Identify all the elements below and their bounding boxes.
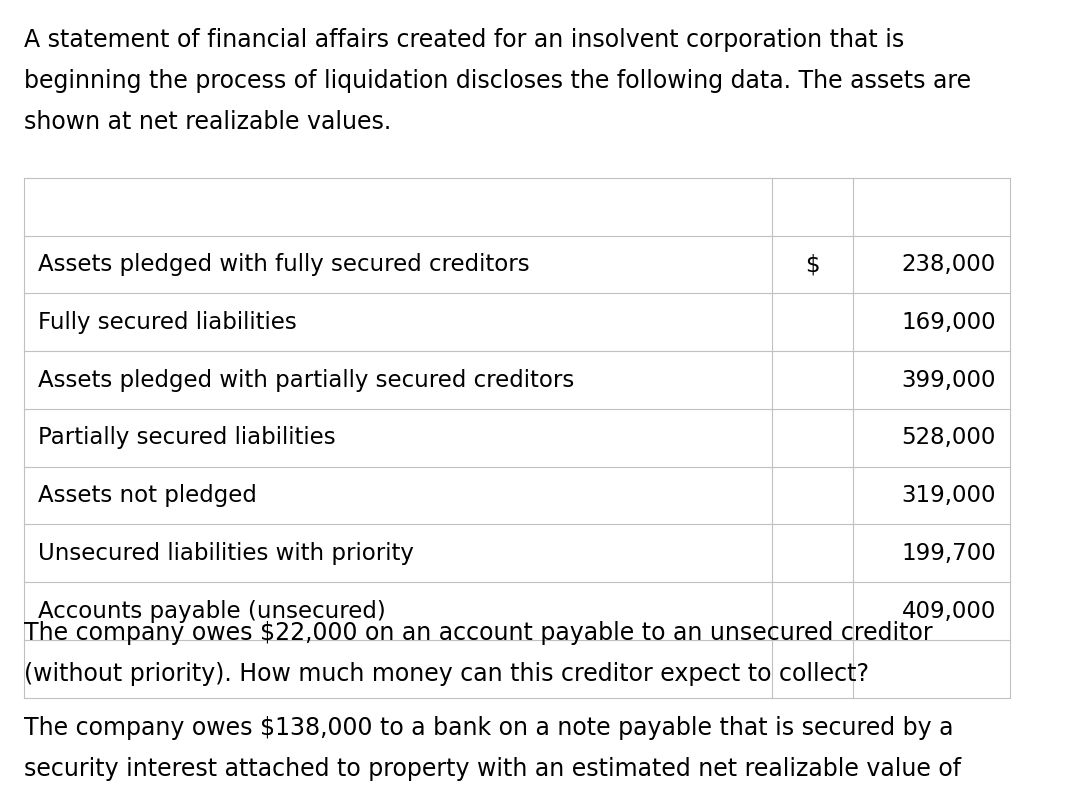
- Text: 169,000: 169,000: [901, 311, 996, 334]
- Text: Partially secured liabilities: Partially secured liabilities: [38, 426, 336, 449]
- Text: 409,000: 409,000: [902, 600, 996, 623]
- Text: shown at net realizable values.: shown at net realizable values.: [24, 110, 391, 134]
- Text: 199,700: 199,700: [901, 542, 996, 565]
- Text: Assets not pledged: Assets not pledged: [38, 484, 257, 507]
- Text: Accounts payable (unsecured): Accounts payable (unsecured): [38, 600, 386, 623]
- Text: Assets pledged with partially secured creditors: Assets pledged with partially secured cr…: [38, 369, 575, 392]
- Text: Assets pledged with fully secured creditors: Assets pledged with fully secured credit…: [38, 253, 529, 276]
- Text: 319,000: 319,000: [901, 484, 996, 507]
- Text: The company owes $22,000 on an account payable to an unsecured creditor: The company owes $22,000 on an account p…: [24, 621, 932, 645]
- Text: 238,000: 238,000: [902, 253, 996, 276]
- Text: Fully secured liabilities: Fully secured liabilities: [38, 311, 297, 334]
- Text: security interest attached to property with an estimated net realizable value of: security interest attached to property w…: [24, 757, 961, 781]
- Text: (without priority). How much money can this creditor expect to collect?: (without priority). How much money can t…: [24, 662, 868, 686]
- Text: $: $: [806, 253, 820, 276]
- Text: The company owes $138,000 to a bank on a note payable that is secured by a: The company owes $138,000 to a bank on a…: [24, 716, 954, 740]
- Text: beginning the process of liquidation discloses the following data. The assets ar: beginning the process of liquidation dis…: [24, 69, 971, 93]
- Text: 528,000: 528,000: [902, 426, 996, 449]
- Text: A statement of financial affairs created for an insolvent corporation that is: A statement of financial affairs created…: [24, 28, 904, 51]
- Text: Unsecured liabilities with priority: Unsecured liabilities with priority: [38, 542, 414, 565]
- Text: 399,000: 399,000: [901, 369, 996, 392]
